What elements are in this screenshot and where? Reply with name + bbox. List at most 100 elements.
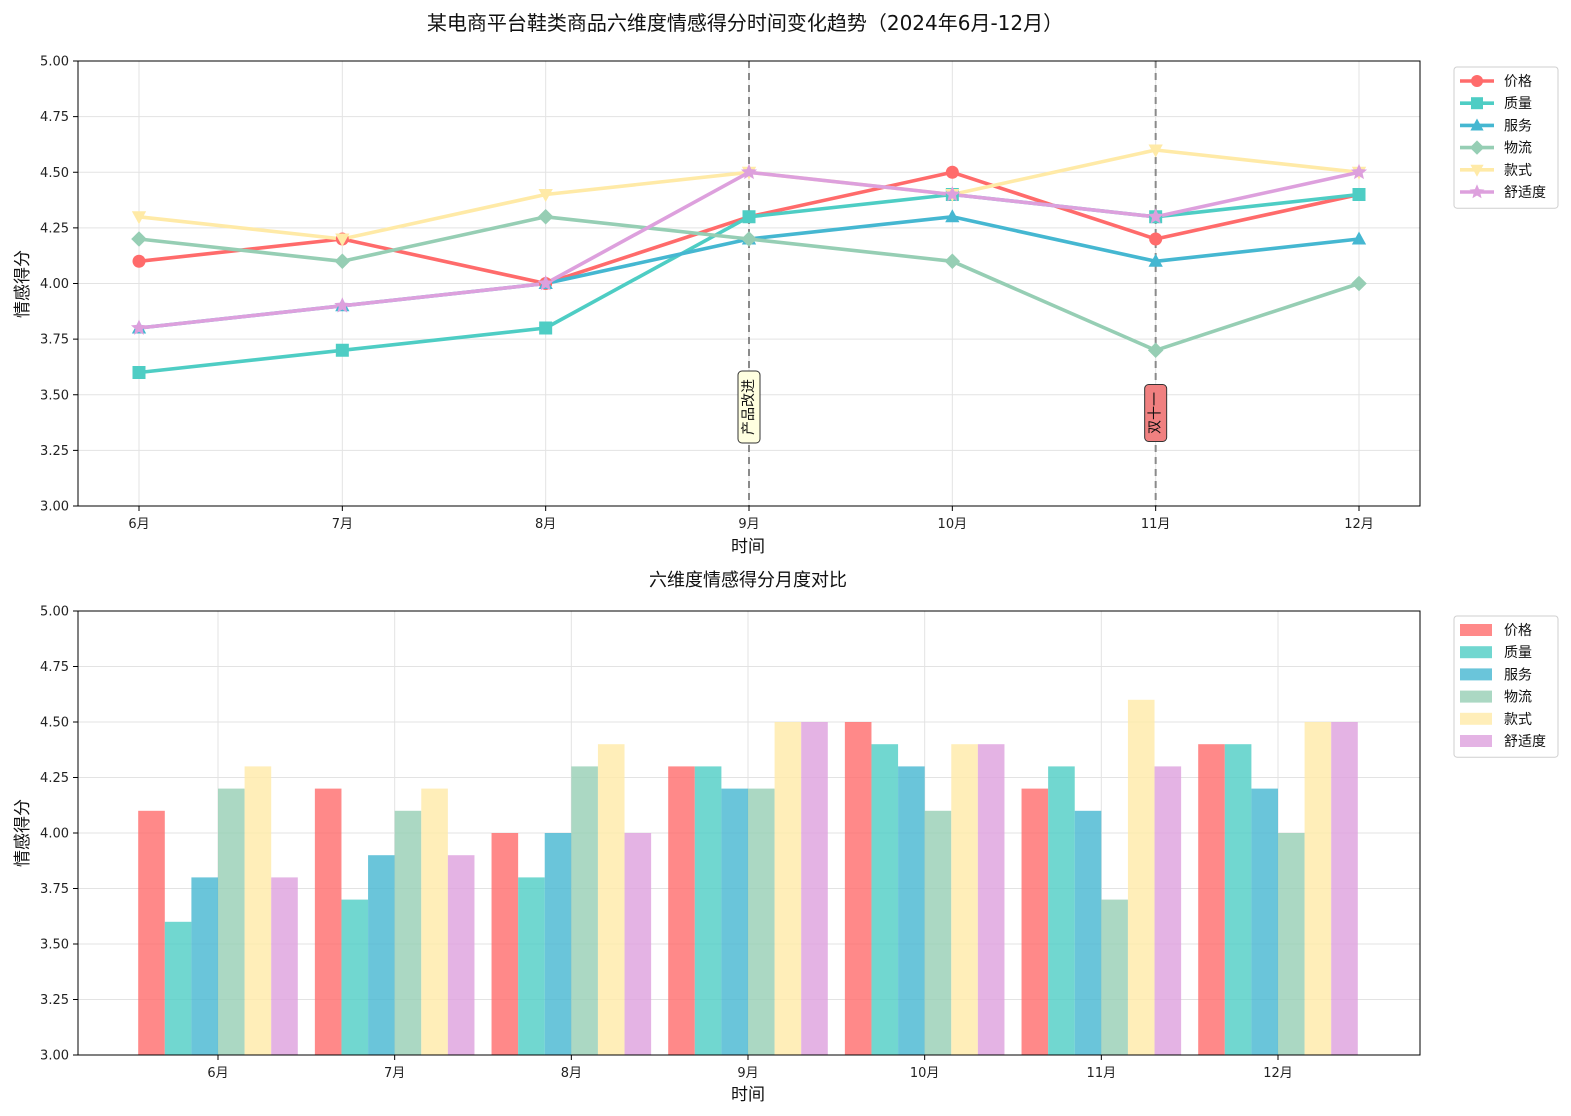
line-axes-frame <box>77 60 1421 507</box>
bar-款式 <box>597 744 625 1055</box>
data-point-质量 <box>539 321 553 335</box>
bar-质量 <box>341 899 369 1055</box>
bar-价格 <box>844 722 872 1055</box>
data-point-舒适度 <box>944 186 961 202</box>
bar-款式 <box>244 766 272 1055</box>
chart-title: 某电商平台鞋类商品六维度情感得分时间变化趋势（2024年6月-12月） <box>427 11 1063 35</box>
event-annotation-label: 双十一 <box>1148 392 1164 434</box>
bar-款式 <box>1304 722 1332 1055</box>
data-point-舒适度 <box>334 297 351 313</box>
line-x-axis-label: 时间 <box>731 537 765 557</box>
bar-舒适度 <box>801 722 828 1055</box>
legend-marker <box>1471 75 1483 87</box>
legend-label: 质量 <box>1504 96 1532 112</box>
bar-舒适度 <box>271 877 298 1055</box>
bar-质量 <box>518 877 545 1055</box>
bar-款式 <box>421 788 448 1055</box>
line-y-tick-label: 3.00 <box>40 500 69 515</box>
legend-label: 舒适度 <box>1504 734 1546 750</box>
bar-y-tick-label: 3.25 <box>40 993 69 1008</box>
bar-价格 <box>314 788 342 1055</box>
data-point-物流 <box>741 231 757 247</box>
data-point-舒适度 <box>740 163 758 180</box>
legend-bar-swatch <box>1460 735 1492 747</box>
legend-marker <box>1470 118 1484 131</box>
data-point-价格 <box>132 254 146 268</box>
bar-价格 <box>1198 744 1225 1055</box>
bar-舒适度 <box>977 744 1005 1055</box>
data-point-质量 <box>132 366 146 379</box>
data-point-物流 <box>944 253 961 270</box>
line-y-tick-label: 4.00 <box>40 277 69 292</box>
bar-质量 <box>871 744 899 1055</box>
bar-价格 <box>668 766 695 1055</box>
bar-x-tick-label: 12月 <box>1263 1066 1293 1081</box>
data-point-舒适度 <box>1147 208 1164 224</box>
bar-舒适度 <box>1154 766 1182 1055</box>
bar-价格 <box>138 810 165 1055</box>
data-point-质量 <box>1352 188 1366 201</box>
legend-label: 服务 <box>1504 667 1532 683</box>
bar-舒适度 <box>1331 722 1358 1055</box>
data-point-舒适度 <box>1350 163 1368 180</box>
bar-y-tick-label: 4.00 <box>40 827 69 842</box>
legend-label: 物流 <box>1504 141 1532 157</box>
bar-x-axis-label: 时间 <box>731 1085 765 1105</box>
line-x-tick-label: 12月 <box>1344 517 1374 532</box>
event-annotation-box <box>737 370 761 444</box>
bar-x-tick-label: 7月 <box>384 1066 405 1081</box>
line-y-axis-label: 情感得分 <box>13 250 33 318</box>
bar-x-tick-label: 6月 <box>207 1066 228 1081</box>
legend-bar-swatch <box>1460 690 1492 703</box>
bar-y-tick-label: 4.75 <box>40 660 69 675</box>
line-x-tick-label: 6月 <box>128 517 149 532</box>
bar-物流 <box>1278 833 1305 1055</box>
bar-质量 <box>1224 744 1252 1055</box>
line-y-tick-label: 3.75 <box>40 333 69 348</box>
bar-舒适度 <box>624 833 652 1055</box>
line-x-tick-label: 8月 <box>535 517 556 532</box>
bar-质量 <box>694 766 722 1055</box>
bar-服务 <box>898 766 925 1055</box>
bar-x-tick-label: 10月 <box>910 1066 940 1081</box>
bar-款式 <box>774 722 802 1055</box>
data-point-款式 <box>131 211 147 225</box>
legend-label: 价格 <box>1504 74 1532 90</box>
bar-服务 <box>544 833 572 1055</box>
bar-物流 <box>1101 899 1128 1055</box>
bar-舒适度 <box>447 855 475 1055</box>
legend-label: 服务 <box>1504 118 1532 134</box>
line-x-tick-label: 9月 <box>738 517 759 532</box>
line-y-tick-label: 4.25 <box>40 221 69 236</box>
data-point-物流 <box>1351 275 1367 292</box>
bar-chart: 3.00 3.25 3.50 3.75 4.00 4.25 4.50 4.75 5.00 6月 7月… <box>40 605 1559 1081</box>
data-point-物流 <box>1147 342 1164 359</box>
legend-marker <box>1470 164 1484 177</box>
bar-y-tick-label: 4.50 <box>40 716 69 731</box>
data-point-舒适度 <box>130 319 148 335</box>
line-y-tick-label: 4.50 <box>40 166 69 181</box>
bar-y-tick-label: 5.00 <box>40 605 69 620</box>
data-point-款式 <box>1148 144 1163 158</box>
data-point-价格 <box>1149 232 1163 246</box>
bar-物流 <box>218 788 245 1055</box>
event-annotation-box <box>1144 384 1168 442</box>
legend-bar-swatch <box>1460 668 1492 681</box>
data-point-物流 <box>131 231 147 247</box>
line-y-tick-label: 3.50 <box>40 388 69 403</box>
legend-label: 舒适度 <box>1504 185 1546 201</box>
data-point-质量 <box>335 343 349 357</box>
data-point-物流 <box>537 208 554 225</box>
bar-服务 <box>1251 788 1278 1055</box>
legend-bar-swatch <box>1460 646 1492 659</box>
bar-质量 <box>1048 766 1075 1055</box>
bar-服务 <box>368 855 395 1055</box>
bar-款式 <box>951 744 978 1055</box>
bar-服务 <box>721 788 748 1055</box>
bar-y-tick-label: 4.25 <box>40 771 69 786</box>
legend-label: 物流 <box>1504 690 1532 706</box>
line-y-tick-label: 3.25 <box>40 444 69 459</box>
